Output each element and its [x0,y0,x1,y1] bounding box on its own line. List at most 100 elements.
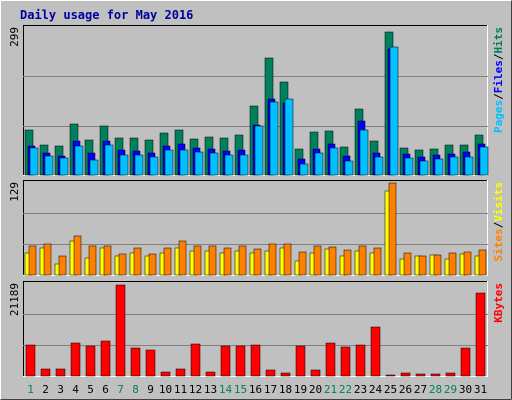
bar-sites-day-3 [58,255,67,276]
bar-pages-day-15 [239,154,249,176]
bar-sites-day-19 [298,251,307,276]
x-tick-day-30: 30 [459,383,472,396]
x-tick-day-20: 20 [309,383,322,396]
bar-kbytes-day-31 [475,292,486,377]
bar-pages-day-7 [119,154,129,176]
bar-kbytes-day-25 [385,374,396,377]
x-tick-day-1: 1 [27,383,34,396]
bar-kbytes-day-22 [340,346,351,377]
legend-entry-top-4: Hits [492,27,505,54]
bar-sites-day-14 [223,247,232,276]
x-tick-day-28: 28 [429,383,442,396]
bar-sites-day-7 [118,253,127,276]
bar-kbytes-day-13 [205,371,216,377]
x-tick-day-16: 16 [249,383,262,396]
bar-kbytes-day-8 [130,347,141,377]
bar-sites-day-30 [463,251,472,276]
bar-sites-day-17 [268,243,277,276]
bar-sites-day-10 [163,247,172,276]
x-tick-day-14: 14 [219,383,233,396]
bar-kbytes-day-29 [445,372,456,377]
bar-pages-day-9 [149,156,159,176]
bar-kbytes-day-7 [115,284,126,377]
bar-pages-day-3 [59,157,69,176]
bar-sites-day-8 [133,247,142,276]
x-tick-day-13: 13 [204,383,217,396]
bar-kbytes-day-21 [325,342,336,377]
x-tick-day-21: 21 [324,383,337,396]
bar-kbytes-day-27 [415,373,426,377]
x-tick-day-18: 18 [279,383,292,396]
chart-title: Daily usage for May 2016 [20,8,193,22]
legend-entry-top-3: / [492,53,505,60]
bar-sites-day-26 [403,252,412,276]
bar-sites-day-5 [88,245,97,276]
legend-entry-top-2: Files [492,60,505,93]
bar-pages-day-5 [89,159,99,176]
bar-kbytes-day-2 [40,368,51,377]
bar-sites-day-6 [103,245,112,276]
x-tick-day-23: 23 [354,383,367,396]
bar-pages-day-22 [344,160,354,176]
bar-kbytes-day-4 [70,342,81,377]
bar-kbytes-day-6 [100,340,111,377]
bar-pages-day-6 [104,144,114,176]
x-tick-day-2: 2 [42,383,49,396]
bar-kbytes-day-30 [460,347,471,377]
bar-pages-day-1 [29,147,39,176]
bar-kbytes-day-5 [85,345,96,377]
bar-pages-day-26 [404,157,414,176]
bar-sites-day-9 [148,253,157,276]
legend-entry-top-0: Pages [492,100,505,133]
bar-sites-day-31 [478,249,487,276]
bar-sites-day-1 [28,245,37,276]
bar-kbytes-day-17 [265,369,276,377]
legend-entry-bottom-0: KBytes [492,283,505,323]
bar-kbytes-day-3 [55,368,66,377]
bar-sites-day-15 [238,245,247,276]
bar-kbytes-day-11 [175,368,186,377]
x-tick-day-31: 31 [474,383,487,396]
x-tick-day-22: 22 [339,383,352,396]
bar-sites-day-18 [283,243,292,276]
bar-kbytes-day-28 [430,373,441,377]
bar-kbytes-day-26 [400,372,411,377]
bar-pages-day-21 [329,147,339,176]
legend-entry-middle-2: Visits [492,182,505,222]
bar-sites-day-4 [73,235,82,276]
bar-pages-day-18 [284,98,294,176]
legend-entry-top-1: / [492,93,505,100]
bar-kbytes-day-1 [25,344,36,377]
x-tick-day-12: 12 [189,383,202,396]
bar-pages-day-24 [374,156,384,176]
bar-sites-day-21 [328,246,337,276]
bar-sites-day-24 [373,247,382,276]
bar-kbytes-day-12 [190,343,201,377]
legend-top: Pages/Files/Hits [492,27,505,133]
bar-pages-day-20 [314,152,324,176]
bar-kbytes-day-15 [235,345,246,377]
x-tick-day-17: 17 [264,383,277,396]
bar-pages-day-29 [449,156,459,176]
bar-pages-day-16 [254,125,264,176]
bar-sites-day-25 [388,182,397,276]
bar-pages-day-14 [224,154,234,176]
x-axis-tick-labels: 1 2 3 4 5 6 7 8 9 10 11 12 13 14 15 16 17 18 19 20 21 22 23 24 2… [27,383,487,396]
x-tick-day-27: 27 [414,383,427,396]
x-tick-day-4: 4 [72,383,79,396]
bar-pages-day-23 [359,129,369,176]
bar-kbytes-day-18 [280,372,291,377]
bar-sites-day-12 [193,245,202,276]
y-max-label-top: 299 [8,27,21,47]
panel-bottom: 21189 KBytes [8,281,505,377]
bar-pages-day-28 [434,158,444,176]
bar-kbytes-day-9 [145,349,156,377]
bar-pages-day-17 [269,101,279,176]
x-tick-day-25: 25 [384,383,397,396]
bar-pages-day-2 [44,155,54,176]
x-tick-day-29: 29 [444,383,457,396]
legend-middle: Sites/Visits [492,182,505,262]
